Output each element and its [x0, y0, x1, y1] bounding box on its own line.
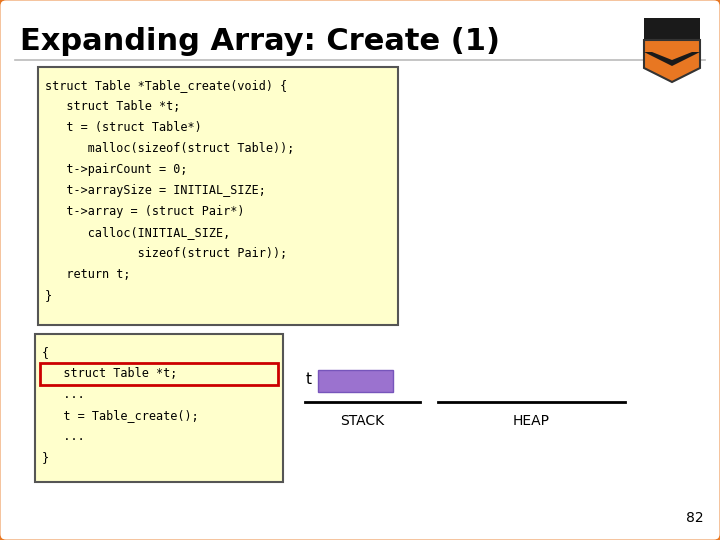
Text: ...: ... [42, 430, 85, 443]
Text: }: } [42, 451, 49, 464]
Text: t->pairCount = 0;: t->pairCount = 0; [45, 163, 187, 176]
Text: sizeof(struct Pair));: sizeof(struct Pair)); [45, 247, 287, 260]
Bar [40, 363, 278, 385]
Text: }: } [45, 289, 52, 302]
Bar [644, 18, 700, 40]
Bar [38, 67, 398, 325]
Bar [35, 334, 283, 482]
Text: t = Table_create();: t = Table_create(); [42, 409, 199, 422]
Text: malloc(sizeof(struct Table));: malloc(sizeof(struct Table)); [45, 142, 294, 155]
Text: {: { [42, 346, 49, 359]
Text: Expanding Array: Create (1): Expanding Array: Create (1) [20, 27, 500, 56]
Text: calloc(INITIAL_SIZE,: calloc(INITIAL_SIZE, [45, 226, 230, 239]
Text: STACK: STACK [340, 414, 384, 428]
Text: return t;: return t; [45, 268, 130, 281]
Text: ...: ... [42, 388, 85, 401]
Text: t->arraySize = INITIAL_SIZE;: t->arraySize = INITIAL_SIZE; [45, 184, 266, 197]
Text: struct Table *t;: struct Table *t; [42, 367, 177, 380]
Polygon shape [644, 52, 700, 66]
Text: HEAP: HEAP [513, 414, 549, 428]
Text: t->array = (struct Pair*): t->array = (struct Pair*) [45, 205, 245, 218]
Polygon shape [644, 40, 700, 82]
Bar [318, 370, 393, 392]
Text: struct Table *t;: struct Table *t; [45, 100, 181, 113]
Text: t: t [306, 373, 312, 388]
Text: struct Table *Table_create(void) {: struct Table *Table_create(void) { [45, 79, 287, 92]
Text: t = (struct Table*): t = (struct Table*) [45, 121, 202, 134]
Text: 82: 82 [686, 511, 704, 525]
